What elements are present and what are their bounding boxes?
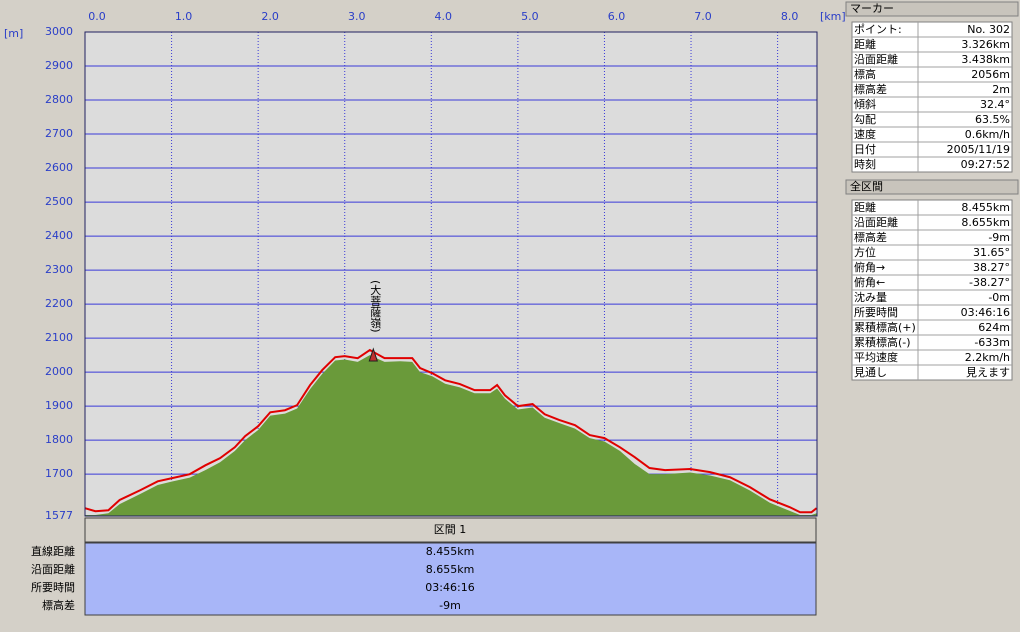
y-tick-label: 1800 <box>45 433 73 446</box>
y-tick-label: 2900 <box>45 59 73 72</box>
panel-value: 03:46:16 <box>961 306 1010 319</box>
y-tick-label: 1700 <box>45 467 73 480</box>
total-title: 全区間 <box>850 179 883 193</box>
panel-label: 距離 <box>854 37 876 51</box>
panel-value: 3.438km <box>961 53 1010 66</box>
panel-label: 方位 <box>854 245 876 259</box>
y-tick-label: 1900 <box>45 399 73 412</box>
x-tick-label: 3.0 <box>348 10 366 23</box>
panel-label: 平均速度 <box>854 350 898 364</box>
panel-label: 俯角→ <box>854 260 885 274</box>
section-label: 標高差 <box>42 598 75 612</box>
y-tick-label: 2500 <box>45 195 73 208</box>
panel-value: 38.27° <box>973 261 1010 274</box>
panel-value: No. 302 <box>967 23 1010 36</box>
x-tick-label: 2.0 <box>261 10 279 23</box>
x-axis-unit: [km] <box>820 10 846 23</box>
panel-label: 沈み量 <box>854 290 887 304</box>
panel-value: 2005/11/19 <box>947 143 1010 156</box>
section-title: 区間 1 <box>434 523 467 536</box>
panel-label: 速度 <box>854 127 876 141</box>
y-tick-label: 2000 <box>45 365 73 378</box>
panel-value: 31.65° <box>973 246 1010 259</box>
panel-value: 09:27:52 <box>961 158 1010 171</box>
panel-label: 見通し <box>854 366 887 379</box>
track-line <box>84 348 818 514</box>
panel-value: -38.27° <box>969 276 1010 289</box>
y-axis-unit: [m] <box>4 27 23 40</box>
panel-value: -9m <box>988 231 1010 244</box>
x-tick-label: 5.0 <box>521 10 539 23</box>
section-value: -9m <box>439 599 461 612</box>
panel-label: 沿面距離 <box>854 215 898 229</box>
peak-annotation: (大菩薩嶺) <box>369 280 382 333</box>
section-value: 8.455km <box>426 545 475 558</box>
section-value: 8.655km <box>426 563 475 576</box>
panel-label: 累積標高(+) <box>854 320 916 334</box>
panel-label: 所要時間 <box>854 306 898 319</box>
x-tick-label: 7.0 <box>694 10 712 23</box>
section-label: 所要時間 <box>31 581 75 594</box>
y-tick-label: 2800 <box>45 93 73 106</box>
panel-label: 傾斜 <box>854 97 876 111</box>
marker-icon <box>368 347 378 362</box>
panel-value: -0m <box>988 291 1010 304</box>
panel-value: 8.455km <box>961 201 1010 214</box>
panel-label: 俯角← <box>854 275 885 289</box>
panel-label: 累積標高(-) <box>854 335 911 349</box>
panel-value: 見えます <box>966 366 1010 379</box>
x-tick-label: 1.0 <box>175 10 193 23</box>
terrain-area <box>85 355 817 516</box>
panel-value: 2.2km/h <box>965 351 1010 364</box>
panel-label: 時刻 <box>854 157 876 171</box>
panel-label: 日付 <box>854 143 876 156</box>
x-tick-label: 0.0 <box>88 10 106 23</box>
total-header <box>845 179 1019 195</box>
section-label: 沿面距離 <box>31 562 75 576</box>
y-tick-label: 2100 <box>45 331 73 344</box>
panel-label: 距離 <box>854 200 876 214</box>
panel-value: 2m <box>992 83 1010 96</box>
x-tick-label: 8.0 <box>781 10 799 23</box>
panel-value: 63.5% <box>975 113 1010 126</box>
panel-value: -633m <box>974 336 1010 349</box>
panel-label: 標高差 <box>854 230 887 244</box>
section-header <box>84 517 817 543</box>
panel-value: 32.4° <box>980 98 1010 111</box>
panel-label: 標高差 <box>854 82 887 96</box>
x-tick-label: 4.0 <box>435 10 453 23</box>
panel-label: ポイント: <box>854 23 902 36</box>
panel-value: 3.326km <box>961 38 1010 51</box>
section-label: 直線距離 <box>31 544 75 558</box>
panel-label: 勾配 <box>854 113 876 126</box>
y-tick-label: 2400 <box>45 229 73 242</box>
plot-border <box>84 31 818 517</box>
panel-value: 8.655km <box>961 216 1010 229</box>
section-body <box>84 542 817 616</box>
marker-title: マーカー <box>850 2 894 15</box>
panel-label: 沿面距離 <box>854 52 898 66</box>
panel-value: 2056m <box>971 68 1010 81</box>
y-tick-label: 2700 <box>45 127 73 140</box>
panel-value: 0.6km/h <box>965 128 1010 141</box>
panel-label: 標高 <box>854 67 876 81</box>
y-tick-label: 2200 <box>45 297 73 310</box>
marker-header <box>845 1 1019 17</box>
y-tick-label: 3000 <box>45 25 73 38</box>
y-tick-label: 1577 <box>45 509 73 522</box>
panel-value: 624m <box>978 321 1010 334</box>
y-tick-label: 2300 <box>45 263 73 276</box>
section-value: 03:46:16 <box>425 581 474 594</box>
y-tick-label: 2600 <box>45 161 73 174</box>
x-tick-label: 6.0 <box>608 10 626 23</box>
